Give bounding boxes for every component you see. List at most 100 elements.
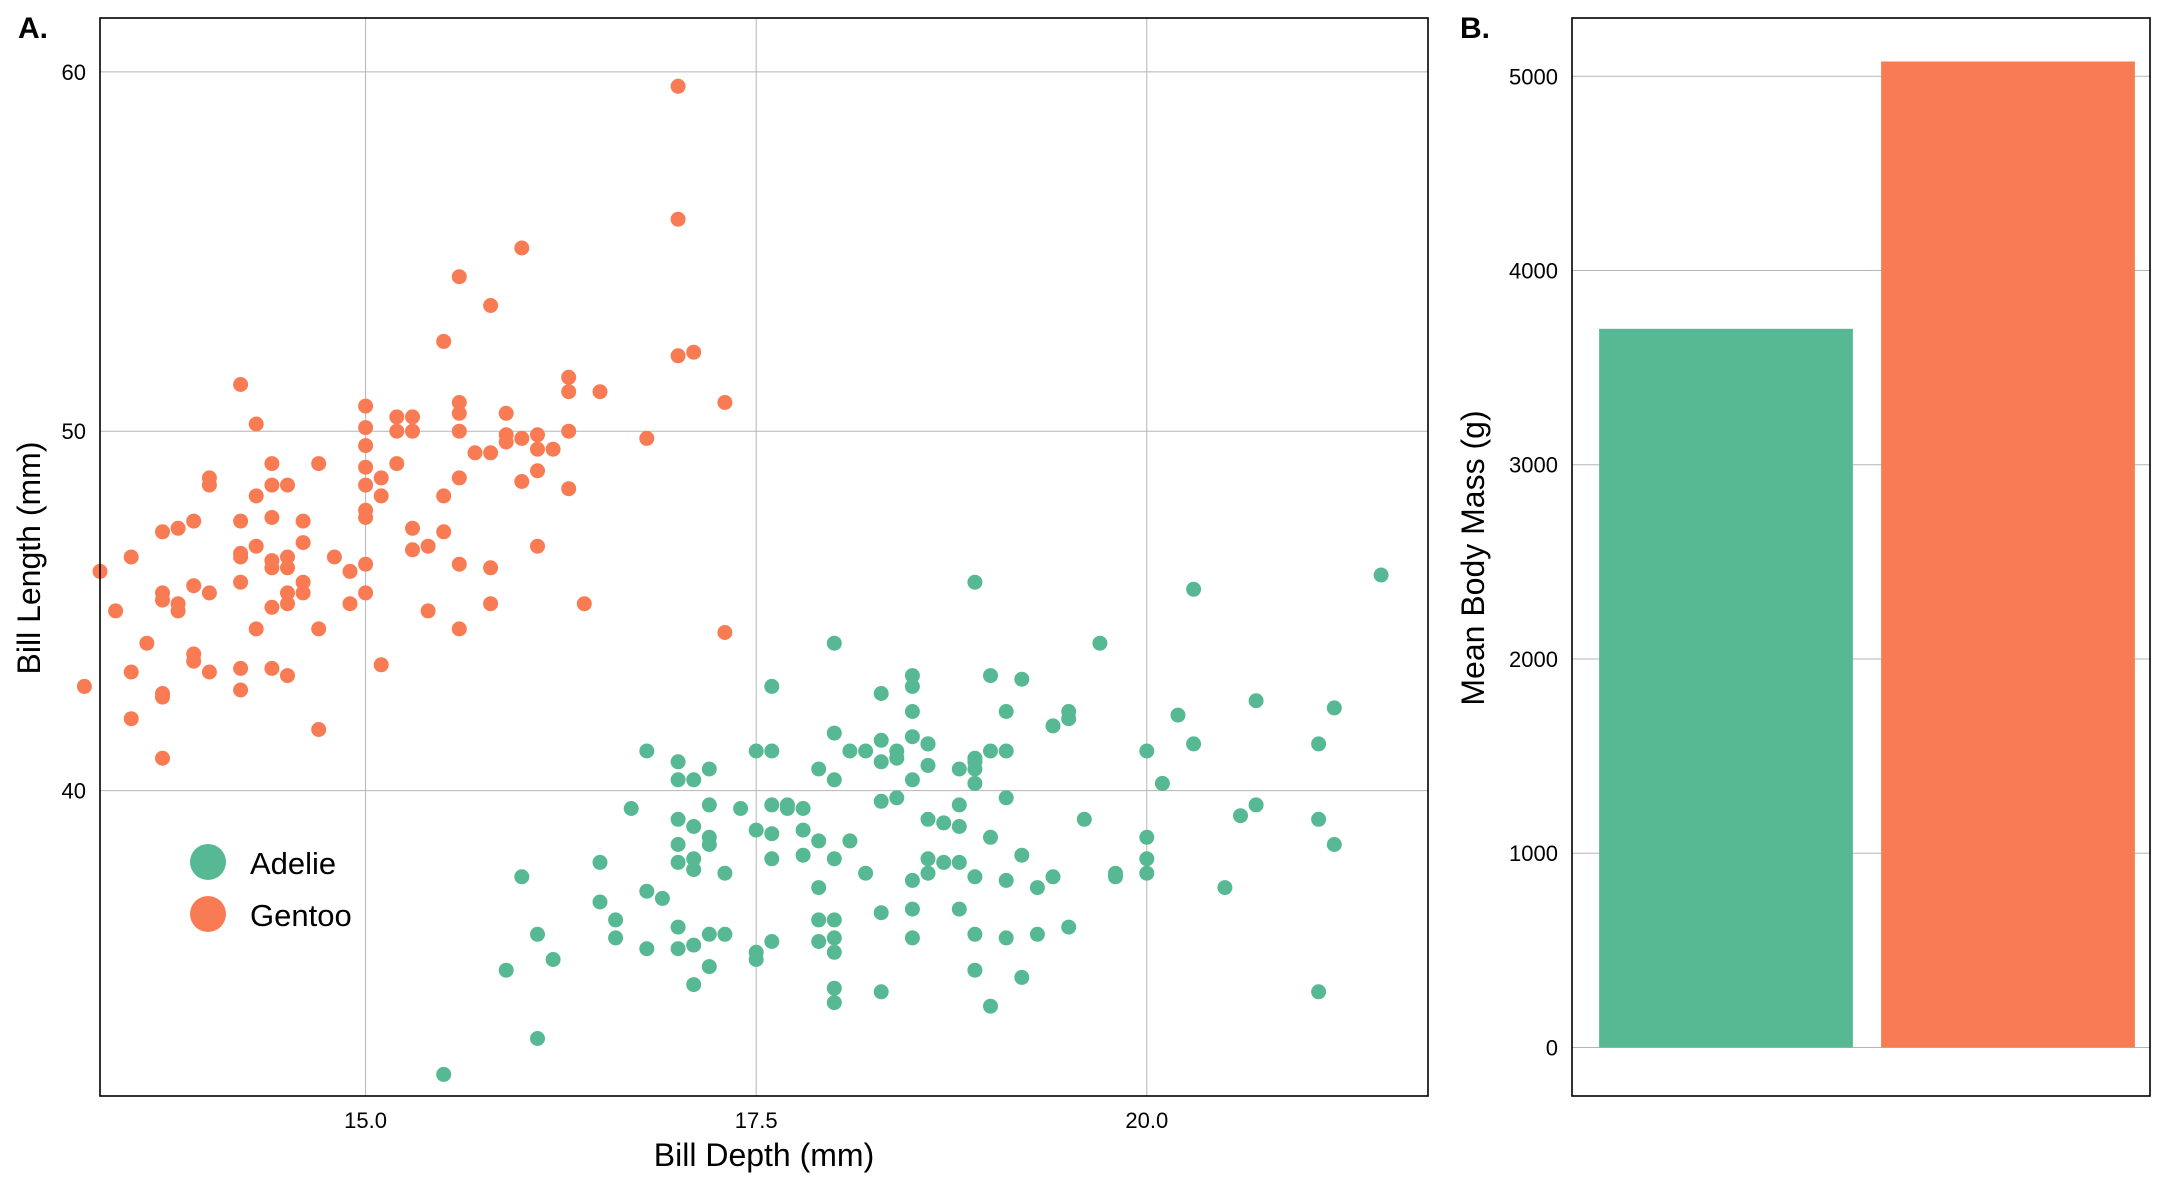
bar-gentoo xyxy=(1881,61,2135,1048)
point-gentoo xyxy=(530,538,545,554)
point-adelie xyxy=(1029,926,1045,942)
point-adelie xyxy=(826,851,842,867)
point-gentoo xyxy=(155,750,170,766)
point-gentoo xyxy=(561,481,577,497)
point-adelie xyxy=(686,937,702,953)
point-adelie xyxy=(1139,865,1155,881)
bar-y-tick-label: 1000 xyxy=(1509,841,1558,866)
panel-label-b: B. xyxy=(1460,12,1490,45)
point-adelie xyxy=(967,869,983,885)
scatter-x-axis-label: Bill Depth (mm) xyxy=(654,1137,874,1173)
point-gentoo xyxy=(248,488,264,504)
point-gentoo xyxy=(248,416,264,432)
bar-y-ticks: 0 1000 2000 3000 4000 5000 xyxy=(1509,64,1558,1060)
point-gentoo xyxy=(358,459,374,475)
bars xyxy=(1599,61,2135,1048)
point-adelie xyxy=(920,865,936,881)
bar-y-tick-label: 0 xyxy=(1546,1035,1558,1060)
point-adelie xyxy=(951,797,967,813)
point-adelie xyxy=(826,930,842,946)
point-adelie xyxy=(1311,736,1327,752)
point-gentoo xyxy=(373,657,389,673)
point-gentoo xyxy=(420,538,436,554)
point-gentoo xyxy=(342,596,358,612)
point-adelie xyxy=(967,962,983,978)
point-adelie xyxy=(811,761,827,777)
point-adelie xyxy=(1045,718,1061,734)
point-gentoo xyxy=(280,596,295,612)
point-adelie xyxy=(873,984,889,1000)
point-gentoo xyxy=(451,470,467,486)
point-gentoo xyxy=(451,621,467,637)
legend-swatch-adelie xyxy=(190,844,226,880)
point-adelie xyxy=(701,959,717,975)
point-adelie xyxy=(654,890,670,906)
point-adelie xyxy=(998,930,1014,946)
point-gentoo xyxy=(186,513,202,529)
point-gentoo xyxy=(123,711,139,727)
point-gentoo xyxy=(373,488,389,504)
point-gentoo xyxy=(483,560,499,576)
point-adelie xyxy=(811,912,827,928)
point-adelie xyxy=(498,962,514,978)
point-gentoo xyxy=(717,395,733,410)
point-gentoo xyxy=(389,423,405,439)
point-adelie xyxy=(748,944,764,960)
point-gentoo xyxy=(233,513,249,529)
point-gentoo xyxy=(123,549,139,565)
point-gentoo xyxy=(248,538,264,554)
point-gentoo xyxy=(530,441,545,457)
scatter-points xyxy=(76,78,1389,1082)
point-adelie xyxy=(670,919,686,935)
point-adelie xyxy=(904,729,920,745)
point-adelie xyxy=(1014,671,1030,687)
point-gentoo xyxy=(358,398,374,414)
point-adelie xyxy=(1326,700,1342,716)
point-adelie xyxy=(1373,567,1389,583)
point-gentoo xyxy=(545,441,561,457)
point-gentoo xyxy=(358,556,374,572)
point-adelie xyxy=(1061,704,1077,719)
point-gentoo xyxy=(358,438,374,454)
bar-adelie xyxy=(1599,328,1853,1048)
point-adelie xyxy=(701,837,717,852)
scatter-panel: A. 15.0 17.5 20.0 40 50 60 Bill Depth (mm) B… xyxy=(11,12,1429,1173)
point-gentoo xyxy=(639,430,655,446)
point-adelie xyxy=(639,883,655,899)
point-adelie xyxy=(608,930,624,946)
point-gentoo xyxy=(467,445,483,461)
point-adelie xyxy=(936,815,952,831)
point-gentoo xyxy=(561,423,577,439)
point-gentoo xyxy=(280,477,295,493)
point-gentoo xyxy=(201,477,217,493)
point-gentoo xyxy=(170,603,186,619)
point-adelie xyxy=(1311,984,1327,1000)
point-adelie xyxy=(1170,707,1186,723)
legend-swatch-gentoo xyxy=(190,896,226,932)
point-gentoo xyxy=(483,298,499,313)
point-adelie xyxy=(920,851,936,867)
bar-plot-frame xyxy=(1571,17,2151,1097)
scatter-y-tick-label: 60 xyxy=(62,60,86,85)
bar-y-tick-label: 5000 xyxy=(1509,64,1558,89)
legend: Adelie Gentoo xyxy=(190,844,352,933)
legend-label-adelie: Adelie xyxy=(250,846,336,881)
point-adelie xyxy=(764,826,780,842)
point-adelie xyxy=(1029,880,1045,896)
legend-label-gentoo: Gentoo xyxy=(250,898,352,933)
point-adelie xyxy=(826,980,842,996)
point-gentoo xyxy=(280,549,295,565)
point-adelie xyxy=(1326,837,1342,852)
point-gentoo xyxy=(295,535,311,551)
point-gentoo xyxy=(373,470,389,486)
point-gentoo xyxy=(155,524,170,540)
point-gentoo xyxy=(451,405,467,421)
point-gentoo xyxy=(139,635,155,651)
point-adelie xyxy=(904,901,920,917)
point-adelie xyxy=(670,754,686,770)
point-gentoo xyxy=(686,344,702,360)
point-gentoo xyxy=(358,420,374,436)
point-adelie xyxy=(686,851,702,867)
point-gentoo xyxy=(280,585,295,601)
bar-y-tick-label: 2000 xyxy=(1509,647,1558,672)
